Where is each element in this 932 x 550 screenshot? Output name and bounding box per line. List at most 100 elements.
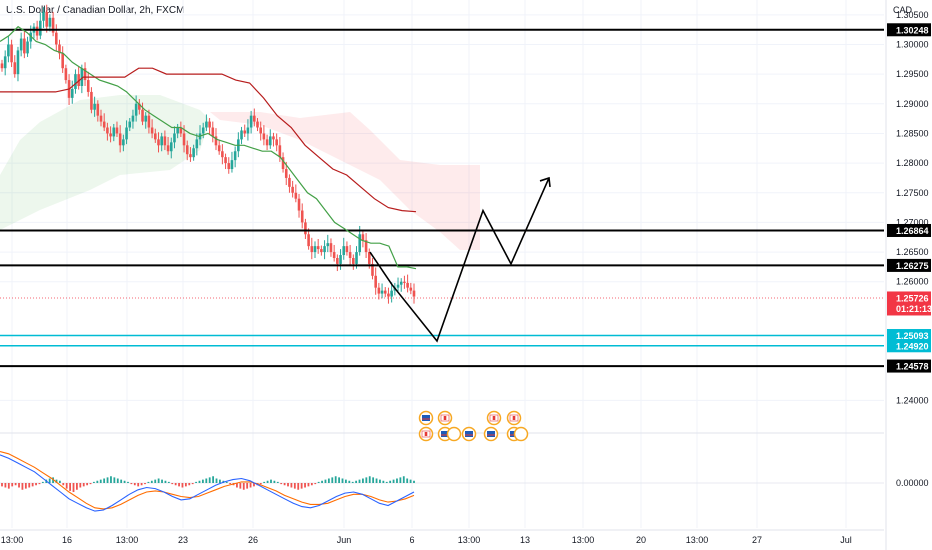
macd-histogram-bar	[83, 483, 85, 486]
macd-histogram-bar	[11, 483, 13, 486]
candle-body	[13, 62, 16, 74]
candle-body	[128, 122, 131, 128]
candle-body	[224, 157, 227, 163]
macd-histogram-bar	[144, 483, 146, 484]
candle-body	[298, 199, 301, 211]
macd-histogram-bar	[124, 481, 126, 483]
ichimoku-cloud	[0, 95, 480, 250]
macd-histogram-bar	[32, 483, 34, 486]
candle-body	[346, 246, 349, 252]
macd-histogram-bar	[311, 483, 313, 485]
level-price-label: 1.24920	[896, 341, 929, 351]
price-tick-label: 1.28500	[896, 128, 929, 138]
candle-body	[135, 104, 138, 116]
macd-histogram-bar	[243, 483, 245, 490]
macd-histogram-bar	[297, 483, 299, 490]
macd-histogram-bar	[79, 483, 81, 488]
time-tick-label: Jun	[337, 535, 352, 545]
macd-histogram-bar	[205, 479, 207, 484]
time-tick-label: Jul	[840, 535, 852, 545]
candle-body	[61, 53, 64, 68]
macd-histogram-bar	[294, 483, 296, 489]
macd-histogram-bar	[175, 483, 177, 485]
candle-body	[170, 142, 173, 151]
candle-body	[358, 234, 361, 252]
candle-body	[1, 63, 4, 68]
macd-histogram-bar	[42, 482, 44, 483]
macd-histogram-bar	[270, 480, 272, 483]
candle-body	[352, 258, 355, 264]
macd-histogram-bar	[212, 476, 214, 483]
candle-body	[202, 128, 205, 134]
macd-histogram-bar	[304, 483, 306, 488]
candle-body	[189, 154, 192, 157]
macd-histogram-bar	[154, 480, 156, 483]
candle-body	[381, 291, 384, 294]
candle-body	[90, 92, 93, 110]
macd-histogram-bar	[171, 483, 173, 484]
macd-tick-label: 0.00000	[896, 478, 929, 488]
candle-body	[307, 234, 310, 246]
macd-histogram-bar	[134, 483, 136, 485]
macd-histogram-bar	[403, 476, 405, 483]
macd-histogram-bar	[148, 482, 150, 483]
macd-histogram-bar	[49, 479, 51, 484]
candle-body	[112, 128, 115, 137]
candle-body	[291, 187, 294, 193]
candle-body	[39, 21, 42, 36]
candle-body	[167, 145, 170, 151]
candle-body	[275, 139, 278, 145]
candle-body	[272, 136, 275, 139]
candle-body	[247, 128, 250, 134]
macd-histogram-bar	[239, 483, 241, 489]
macd-histogram-bar	[100, 480, 102, 483]
candle-body	[119, 133, 122, 145]
candle-body	[333, 252, 336, 258]
macd-histogram-bar	[130, 483, 132, 484]
macd-histogram-bar	[96, 481, 98, 483]
candle-body	[390, 291, 393, 297]
candle-body	[384, 291, 387, 294]
macd-histogram-bar	[229, 483, 231, 484]
macd-histogram-bar	[348, 481, 350, 483]
candle-body	[160, 136, 163, 145]
candle-body	[183, 133, 186, 145]
macd-histogram-bar	[379, 480, 381, 483]
candle-body	[301, 211, 304, 223]
candle-body	[362, 234, 365, 240]
macd-histogram-bar	[386, 482, 388, 483]
macd-histogram-bar	[127, 482, 129, 483]
candle-body	[7, 44, 10, 56]
flag-ca-leaf	[444, 416, 447, 420]
macd-histogram-bar	[59, 481, 61, 483]
macd-histogram-bar	[107, 477, 109, 483]
level-price-label: 1.30248	[896, 25, 929, 35]
time-tick-label: 23	[178, 535, 188, 545]
time-tick-label: 27	[752, 535, 762, 545]
macd-histogram-bar	[308, 483, 310, 486]
candle-body	[266, 139, 269, 145]
macd-histogram-bar	[90, 483, 92, 484]
candle-body	[221, 151, 224, 157]
candle-body	[132, 116, 135, 122]
macd-histogram-bar	[355, 481, 357, 483]
candle-body	[148, 116, 151, 128]
candle-body	[218, 145, 221, 151]
grid-lines	[0, 0, 884, 528]
macd-histogram-bar	[250, 483, 252, 488]
candle-body	[97, 104, 100, 116]
time-tick-label: 13:00	[686, 535, 709, 545]
candle-body	[374, 276, 377, 288]
price-axis: CAD1.305001.300001.295001.290001.285001.…	[886, 0, 932, 550]
macd-histogram-bar	[393, 480, 395, 483]
candle-body	[349, 252, 352, 258]
candle-body	[387, 294, 390, 297]
candle-body	[285, 169, 288, 178]
macd-histogram-bar	[246, 483, 248, 489]
macd-histogram-bar	[35, 483, 37, 485]
candle-body	[192, 148, 195, 157]
candle-body	[144, 116, 147, 122]
macd-histogram-bar	[382, 481, 384, 483]
candle-body	[4, 56, 7, 68]
